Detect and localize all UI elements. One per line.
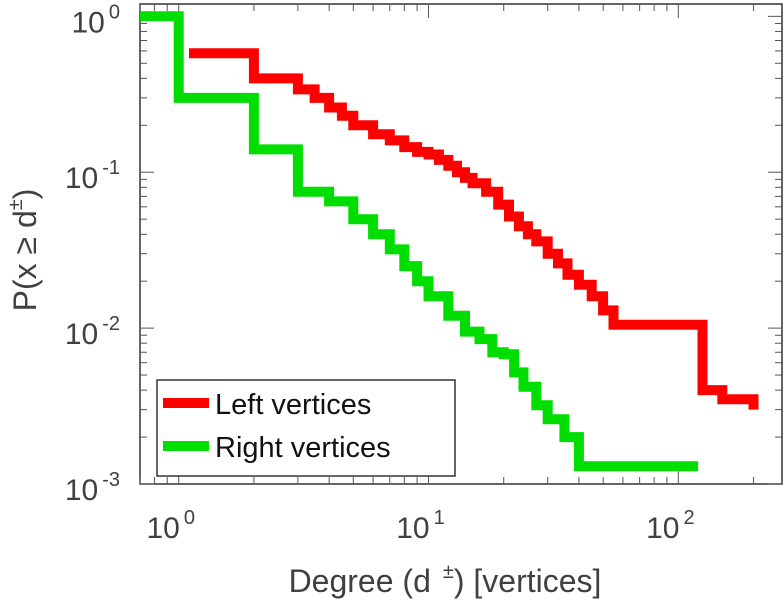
x-tick-label-base: 10 <box>646 512 679 545</box>
y-tick-label-base: 10 <box>65 162 98 195</box>
y-tick-label-base: 10 <box>72 6 105 39</box>
y-tick-label-exp: -1 <box>102 157 120 179</box>
x-axis-title-sup: ± <box>443 561 454 583</box>
series-lines <box>140 11 759 472</box>
y-tick-label: 10 -1 <box>65 157 120 195</box>
y-tick-label: 10 0 <box>72 1 121 39</box>
x-axis-title-text: Degree (d <box>289 563 431 599</box>
y-axis-title-sup: ± <box>5 199 27 210</box>
y-tick-label-exp: -2 <box>102 313 120 335</box>
series-right-verticesline <box>140 11 699 472</box>
x-tick-label: 10 2 <box>646 507 695 545</box>
tick-labels: 10 0 10 1 10 210 010 -110 -210 -3 <box>65 1 695 545</box>
x-tick-label-base: 10 <box>146 512 179 545</box>
axes <box>139 3 783 485</box>
x-tick-label-exp: 0 <box>184 507 195 529</box>
x-tick-label-base: 10 <box>396 512 429 545</box>
plot-frame <box>139 3 783 485</box>
y-axis-title-text: P(x ≥ d <box>7 210 43 311</box>
legend-label-left: Left vertices <box>215 389 371 421</box>
legend-box <box>156 379 456 477</box>
x-tick-label: 10 0 <box>146 507 195 545</box>
y-axis-title-close: ) <box>7 189 43 200</box>
y-tick-label-exp: -3 <box>102 469 120 491</box>
y-axis-title: P(x ≥ d±) <box>5 189 43 312</box>
legend-label-right: Right vertices <box>215 432 391 464</box>
y-tick-label: 10 -3 <box>65 469 120 507</box>
x-tick-label-exp: 2 <box>683 507 694 529</box>
y-tick-label-base: 10 <box>65 474 98 507</box>
x-axis-title-close: ) [vertices] <box>454 563 602 599</box>
series-left-verticesline <box>189 48 759 410</box>
x-tick-label: 10 1 <box>396 507 445 545</box>
y-tick-label: 10 -2 <box>65 313 120 351</box>
x-tick-label-exp: 1 <box>434 507 445 529</box>
y-tick-label-exp: 0 <box>109 1 120 23</box>
y-tick-label-base: 10 <box>65 318 98 351</box>
x-axis-title: Degree (d ±) [vertices] <box>289 561 602 599</box>
legend: Left vertices Right vertices <box>156 379 456 477</box>
